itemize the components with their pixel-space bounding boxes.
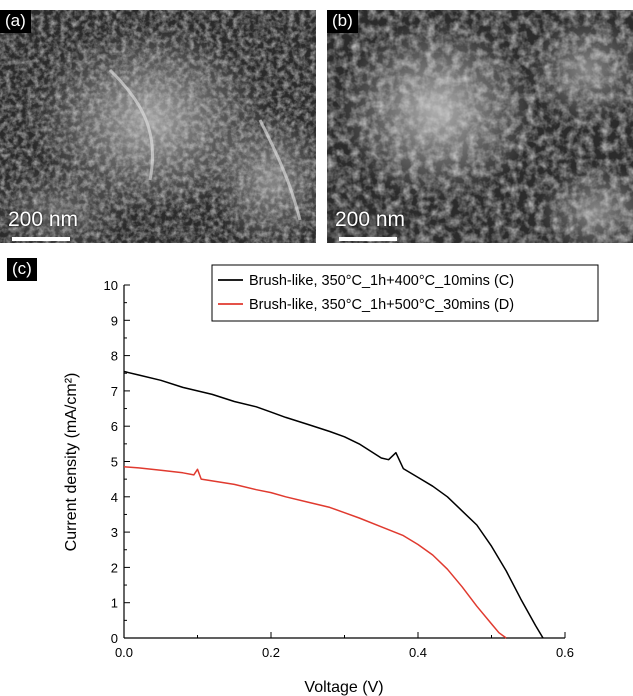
y-tick-label: 10 — [104, 278, 118, 293]
x-tick-label: 0.4 — [409, 645, 427, 660]
x-tick-label: 0.6 — [556, 645, 574, 660]
x-tick-label: 0.2 — [262, 645, 280, 660]
y-tick-label: 9 — [111, 313, 118, 328]
sem-texture-a — [0, 10, 316, 243]
y-tick-label: 3 — [111, 525, 118, 540]
panel-label-c: (c) — [7, 258, 37, 281]
y-tick-label: 2 — [111, 560, 118, 575]
scale-text-a: 200 nm — [8, 208, 79, 231]
sem-image-a: (a) 200 nm — [0, 10, 316, 243]
y-axis-label: Current density (mA/cm²) — [63, 373, 80, 552]
chart-legend: Brush-like, 350°C_1h+400°C_10mins (C) Bru… — [211, 264, 599, 322]
y-tick-label: 0 — [111, 631, 118, 646]
sem-image-b: (b) 200 nm — [327, 10, 633, 243]
scale-text-b: 200 nm — [335, 208, 406, 231]
chart-axes: 0 1 2 3 4 5 6 7 8 9 10 0.0 0.2 0.4 0.6 — [104, 278, 575, 660]
y-tick-label: 4 — [111, 490, 118, 505]
legend-label-1: Brush-like, 350°C_1h+400°C_10mins (C) — [249, 273, 514, 289]
chart-series — [123, 370, 544, 639]
y-tick-label: 7 — [111, 384, 118, 399]
series-line-2 — [123, 466, 507, 639]
x-tick-label: 0.0 — [115, 645, 133, 660]
scale-bar-b — [339, 237, 397, 241]
panel-label-b: (b) — [327, 10, 358, 33]
panel-label-a: (a) — [0, 10, 31, 33]
y-tick-label: 1 — [111, 596, 118, 611]
scale-bar-a — [12, 237, 70, 241]
x-axis-label: Voltage (V) — [304, 679, 383, 696]
sem-texture-b — [327, 10, 633, 243]
series-line-1 — [123, 370, 544, 639]
legend-label-2: Brush-like, 350°C_1h+500°C_30mins (D) — [249, 297, 514, 313]
legend-box — [211, 264, 599, 322]
y-tick-label: 6 — [111, 419, 118, 434]
y-tick-label: 8 — [111, 349, 118, 364]
y-tick-label: 5 — [111, 455, 118, 470]
